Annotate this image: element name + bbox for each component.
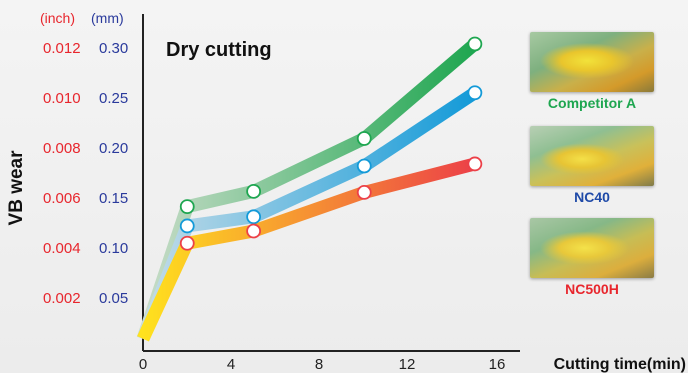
legend-label-nc40: NC40: [574, 189, 610, 205]
y-tick-inch: 0.002: [43, 290, 81, 307]
data-point-nc40: [467, 85, 483, 101]
data-point-competitor-a: [467, 36, 483, 52]
data-point-competitor-a: [246, 183, 262, 199]
y-tick-inch: 0.008: [43, 140, 81, 157]
x-tick: 16: [489, 356, 506, 373]
y-tick-inch: 0.006: [43, 190, 81, 207]
y-tick-mm: 0.15: [99, 190, 128, 207]
data-point-nc500h: [356, 184, 372, 200]
y-axis-label: VB wear: [6, 150, 27, 226]
y-tick-mm: 0.30: [99, 40, 128, 57]
data-point-nc500h: [179, 235, 195, 251]
y-unit-inch: (inch): [40, 10, 75, 26]
data-point-competitor-a: [179, 199, 195, 215]
nc40-wear-photo: [530, 126, 654, 186]
data-point-competitor-a: [356, 131, 372, 146]
legend-label-competitor-a: Competitor A: [547, 95, 637, 111]
y-tick-inch: 0.012: [43, 40, 81, 57]
x-axis-label: Cutting time(min): [554, 356, 686, 373]
data-point-nc40: [246, 209, 262, 225]
x-tick: 4: [227, 356, 235, 373]
y-tick-mm: 0.10: [99, 240, 128, 257]
data-point-nc40: [179, 218, 195, 234]
data-point-nc500h: [246, 223, 262, 239]
y-tick-inch: 0.004: [43, 240, 81, 257]
x-tick: 12: [399, 356, 416, 373]
data-point-nc500h: [467, 156, 483, 172]
data-point-nc40: [356, 158, 372, 174]
x-tick: 8: [315, 356, 323, 373]
y-tick-mm: 0.25: [99, 90, 128, 107]
y-unit-mm: (mm): [91, 10, 124, 26]
legend-label-nc500h: NC500H: [565, 281, 619, 297]
competitor-a-wear-photo: [530, 32, 654, 92]
chart-title: Dry cutting: [166, 39, 272, 61]
y-tick-mm: 0.20: [99, 140, 128, 157]
nc500h-wear-photo: [530, 218, 654, 278]
x-tick: 0: [139, 356, 147, 373]
y-tick-mm: 0.05: [99, 290, 128, 307]
y-tick-inch: 0.010: [43, 90, 81, 107]
